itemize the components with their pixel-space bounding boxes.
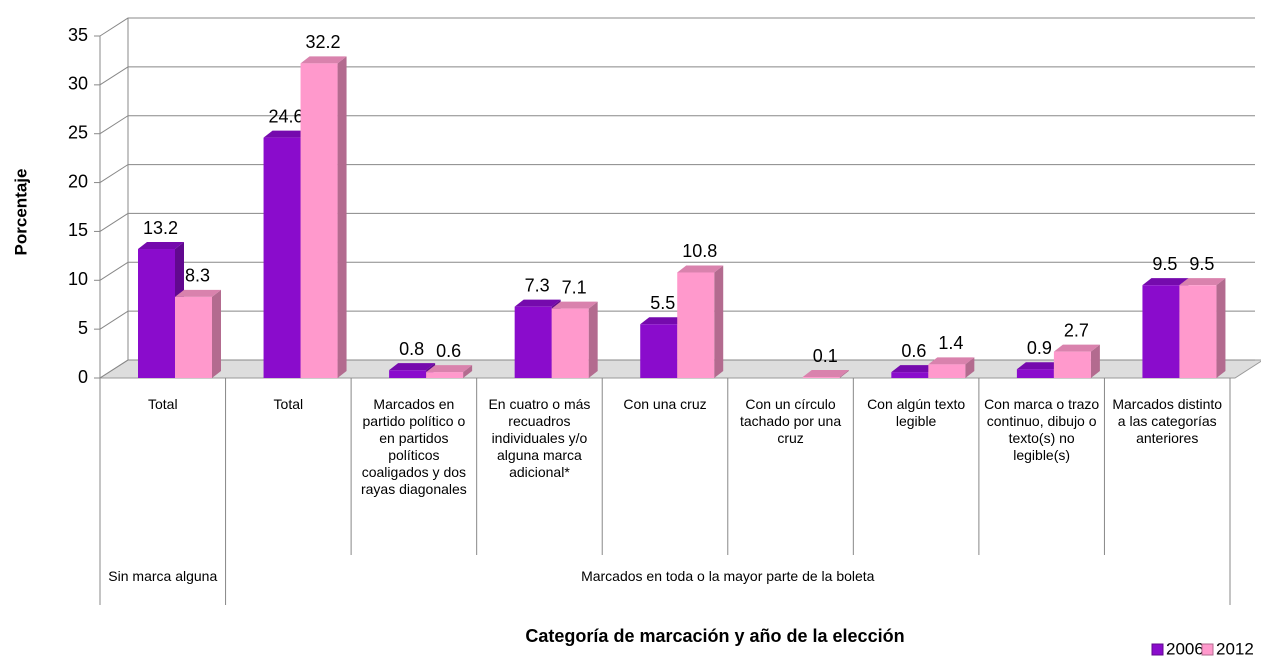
x-tick-label: Total xyxy=(273,396,304,412)
grid-line xyxy=(99,17,1255,37)
bar-side xyxy=(1090,344,1100,378)
bar-top xyxy=(1053,344,1100,352)
y-tick-label: 30 xyxy=(68,74,88,94)
bar-top xyxy=(802,370,849,378)
bar-side xyxy=(588,301,598,378)
bar-top xyxy=(1142,278,1189,286)
value-label: 0.6 xyxy=(436,341,461,361)
bar xyxy=(514,306,552,378)
grid-line xyxy=(99,66,1255,86)
bar-top xyxy=(928,357,975,365)
bar-top xyxy=(891,365,938,373)
bar xyxy=(426,372,464,378)
grid-line xyxy=(99,115,1255,135)
value-label: 9.5 xyxy=(1152,254,1177,274)
y-tick-label: 0 xyxy=(78,367,88,387)
value-label: 8.3 xyxy=(185,266,210,286)
x-tick-label: Total xyxy=(147,396,178,412)
bar-side xyxy=(965,357,975,378)
value-label: 9.5 xyxy=(1189,254,1214,274)
group-label: Sin marca alguna xyxy=(108,568,218,584)
group-label: Marcados en toda o la mayor parte de la … xyxy=(581,568,875,584)
x-tick-label: Con un círculo tachado por una cruz xyxy=(739,396,842,446)
grid-line xyxy=(99,212,1255,232)
grid-line xyxy=(99,261,1255,281)
bar xyxy=(551,308,589,378)
value-label: 0.1 xyxy=(813,346,838,366)
bar xyxy=(640,324,678,378)
value-label: 7.3 xyxy=(525,275,550,295)
bar xyxy=(891,372,929,378)
bar-top xyxy=(514,299,561,307)
bar xyxy=(1016,369,1054,378)
bar-top xyxy=(640,317,687,325)
value-label: 10.8 xyxy=(682,241,717,261)
bar xyxy=(300,63,338,379)
bar-top xyxy=(175,289,221,297)
legend-label: 2012 xyxy=(1216,639,1254,658)
bar-side xyxy=(1216,278,1226,378)
value-label: 5.5 xyxy=(650,293,675,313)
bar-top xyxy=(263,130,310,138)
bar xyxy=(1179,285,1217,378)
bar xyxy=(138,249,175,378)
y-tick-label: 20 xyxy=(68,171,88,191)
bar xyxy=(1053,351,1091,378)
x-tick-label: Marcados distinto a las categorías anter… xyxy=(1112,396,1223,446)
bar-side xyxy=(337,56,347,379)
bar xyxy=(263,137,301,378)
legend-swatch xyxy=(1201,643,1214,656)
bar-side xyxy=(463,365,473,378)
bar-top xyxy=(1179,278,1226,286)
x-axis-label: Categoría de marcación y año de la elecc… xyxy=(525,626,904,646)
bar-side xyxy=(212,289,221,378)
bar xyxy=(802,377,840,378)
bar xyxy=(175,296,212,378)
bar xyxy=(389,370,427,378)
bar-top xyxy=(389,363,436,371)
value-label: 24.6 xyxy=(269,106,304,126)
x-tick-label: Con una cruz xyxy=(623,396,707,412)
value-label: 0.9 xyxy=(1027,338,1052,358)
x-tick-label: Con algún texto legible xyxy=(867,396,966,429)
y-tick-label: 10 xyxy=(68,269,88,289)
y-tick-label: 35 xyxy=(68,25,88,45)
x-tick-label: Marcados en partido político o en partid… xyxy=(360,396,467,497)
y-tick-label: 15 xyxy=(68,220,88,240)
bar-side xyxy=(714,265,724,378)
grid-line xyxy=(99,164,1255,183)
value-label: 0.8 xyxy=(399,339,424,359)
bar xyxy=(1142,285,1180,378)
bar xyxy=(677,272,715,378)
bar-top xyxy=(300,56,347,64)
bar-top xyxy=(138,242,184,250)
grid-line xyxy=(99,310,1255,330)
value-label: 13.2 xyxy=(143,218,178,238)
bar xyxy=(928,364,966,378)
grid-line xyxy=(99,359,1255,379)
value-label: 1.4 xyxy=(938,333,963,353)
bar-side xyxy=(839,370,849,378)
bar-top xyxy=(426,365,473,373)
bar-top xyxy=(677,265,724,273)
y-tick-label: 25 xyxy=(68,122,88,142)
bar-top xyxy=(1016,362,1063,370)
y-axis-label: Porcentaje xyxy=(11,169,30,256)
bar-top xyxy=(551,301,598,309)
x-tick-label: Con marca o trazo continuo, dibujo o tex… xyxy=(984,396,1100,463)
y-tick-label: 5 xyxy=(78,318,88,338)
legend-label: 2006 xyxy=(1166,639,1204,658)
legend-swatch xyxy=(1151,643,1164,656)
value-label: 32.2 xyxy=(306,32,341,52)
value-label: 0.6 xyxy=(901,341,926,361)
value-label: 2.7 xyxy=(1064,320,1089,340)
value-label: 7.1 xyxy=(562,277,587,297)
x-tick-label: En cuatro o más recuadros individuales y… xyxy=(488,396,591,480)
